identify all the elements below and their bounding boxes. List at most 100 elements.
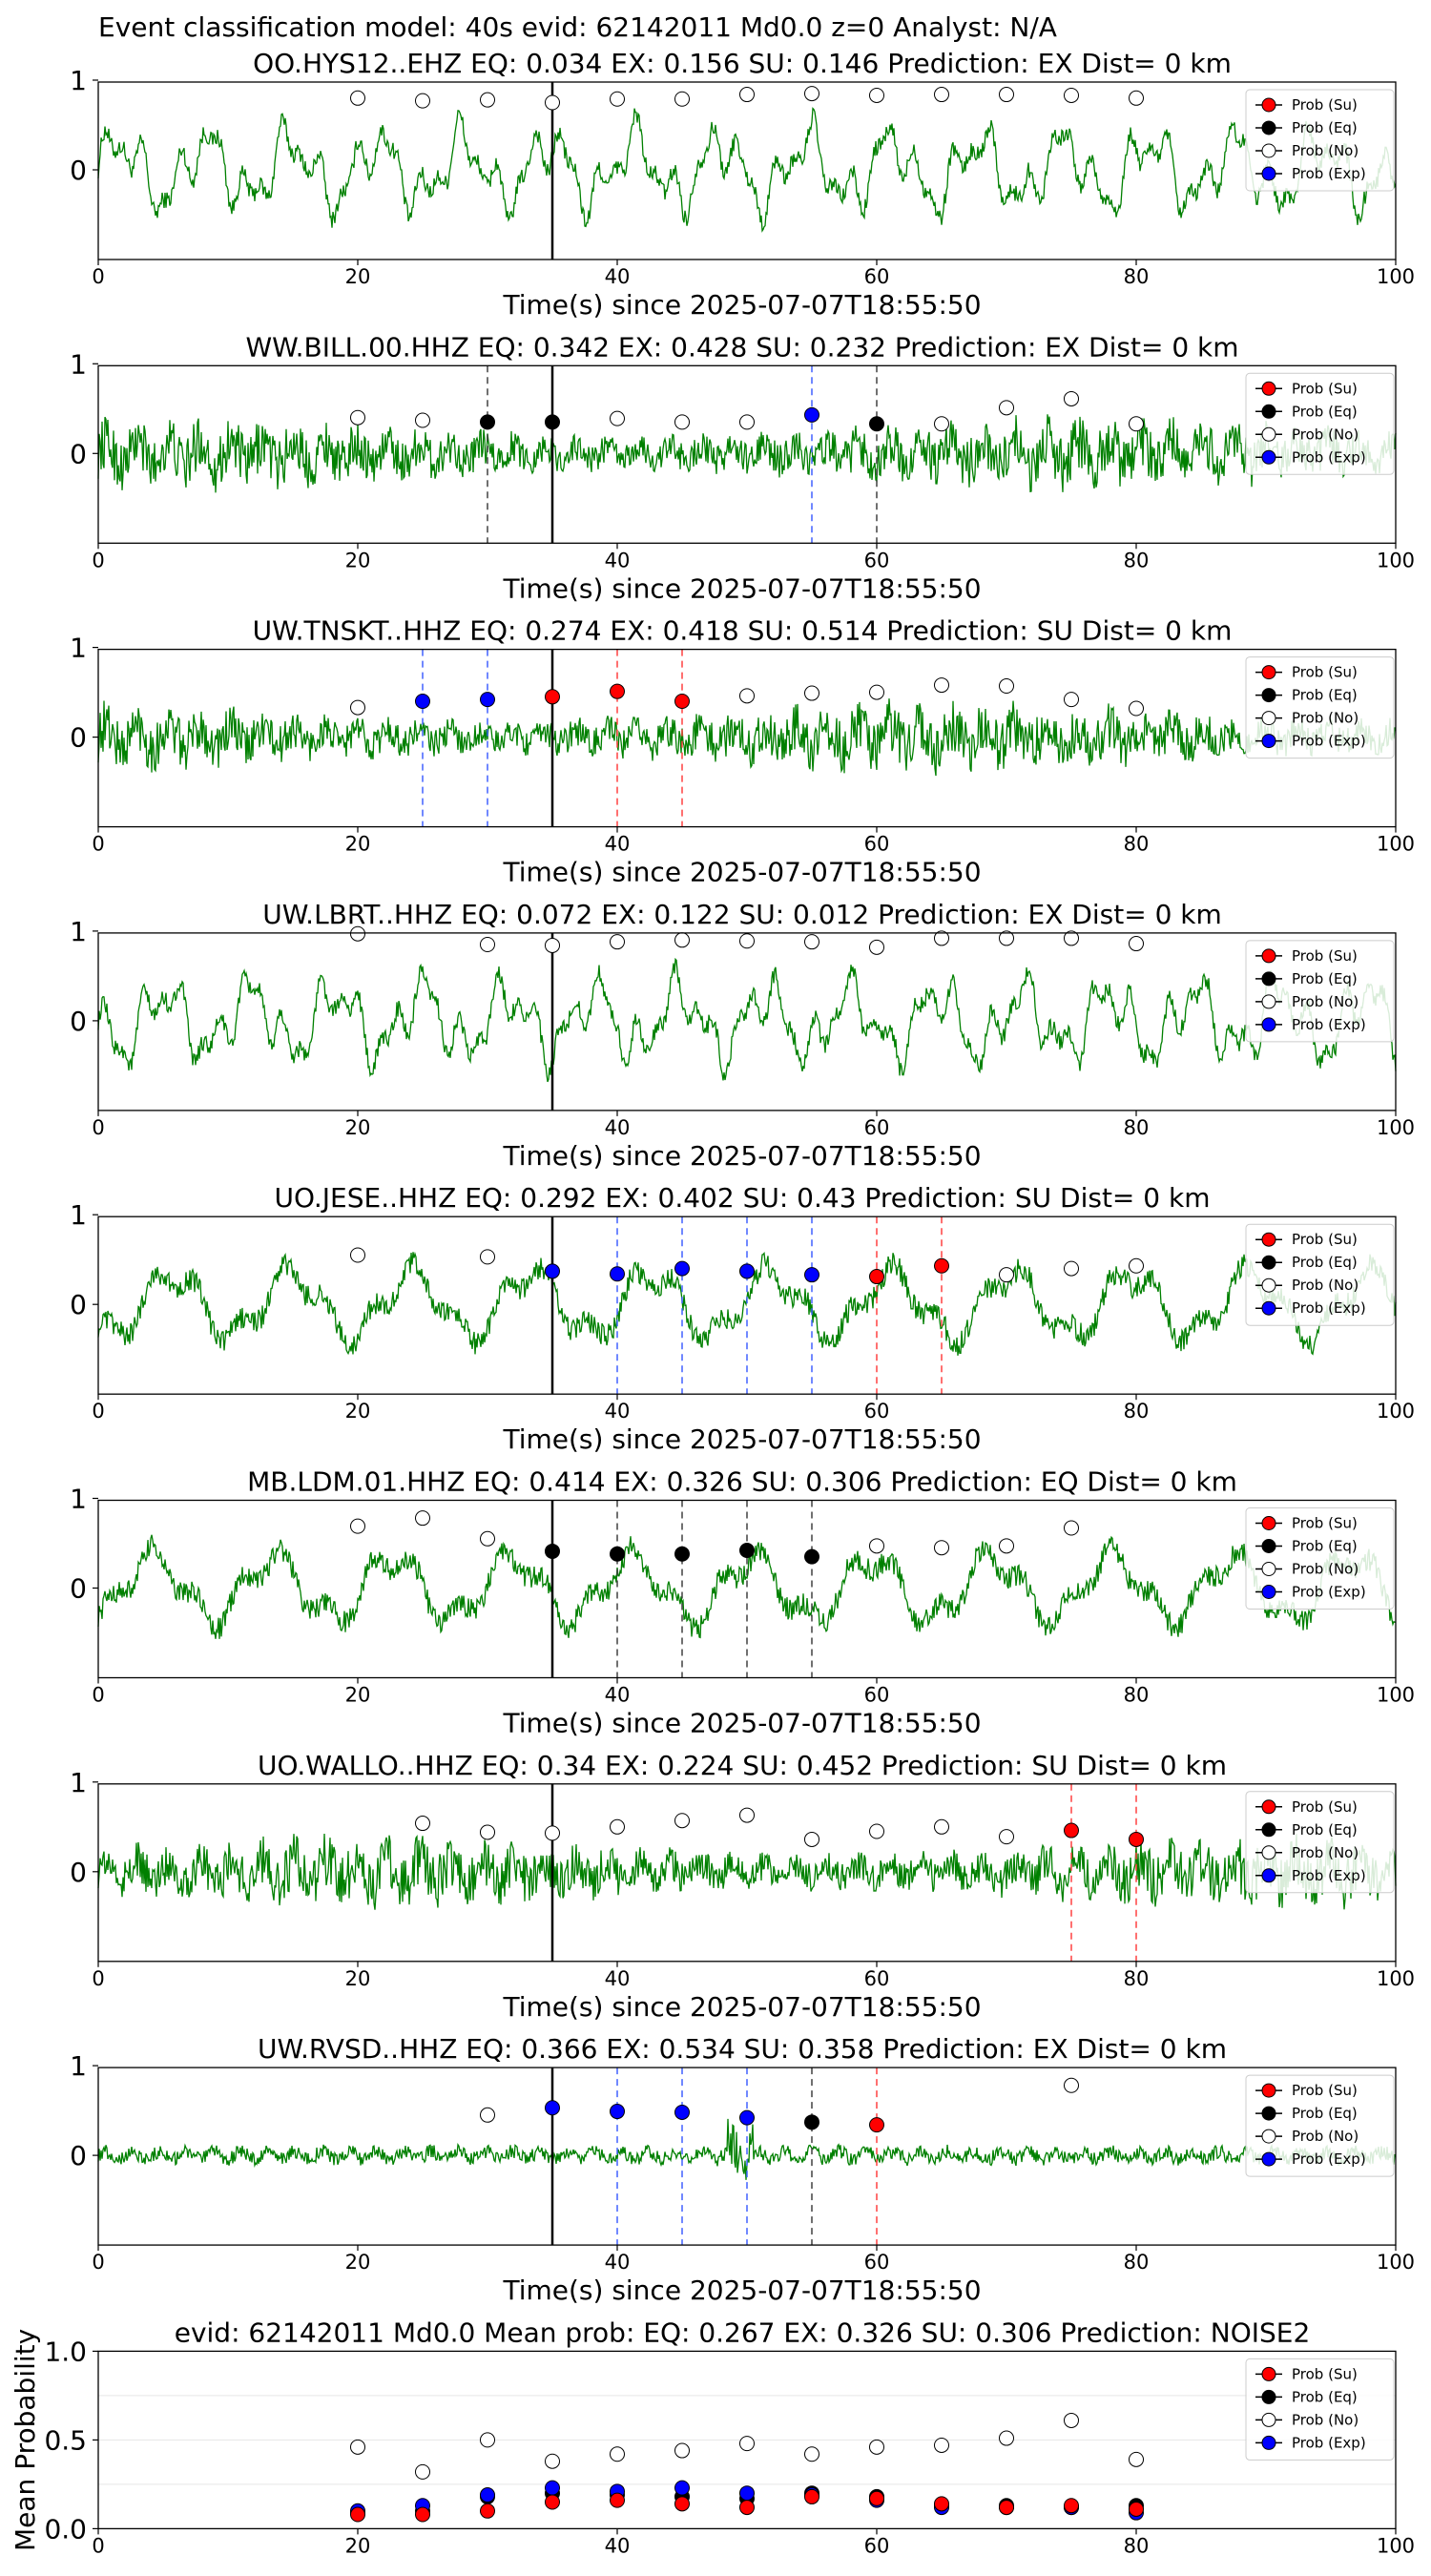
y-tick-label: 0.5 <box>44 2424 87 2456</box>
prob-point-no <box>1064 930 1079 946</box>
prob-point-no <box>480 937 495 952</box>
prob-point-eq <box>610 1546 625 1562</box>
legend-label: Prob (Su) <box>1292 2082 1358 2099</box>
prob-point-no <box>934 930 949 946</box>
x-tick-label: 40 <box>605 2534 631 2557</box>
mean-point-no <box>610 2446 625 2462</box>
legend-marker <box>1261 449 1276 465</box>
legend-marker <box>1261 2435 1276 2450</box>
mean-point-no <box>1129 2451 1144 2467</box>
legend-marker <box>1261 665 1276 680</box>
x-tick-label: 60 <box>864 2251 890 2274</box>
prob-point-no <box>999 1267 1014 1283</box>
prob-point-no <box>999 87 1014 103</box>
prob-point-no <box>674 91 690 107</box>
x-tick-label: 0 <box>92 1400 104 1423</box>
waveform-trace <box>97 698 1397 777</box>
prob-point-no <box>350 409 365 426</box>
panel-title: evid: 62142011 Md0.0 Mean prob: EQ: 0.26… <box>175 2316 1311 2348</box>
legend-marker <box>1261 426 1276 442</box>
prob-point-eq <box>545 414 560 430</box>
legend-label: Prob (Eq) <box>1292 687 1358 704</box>
prob-point-no <box>804 1831 819 1847</box>
x-axis-label: Time(s) since 2025-07-07T18:55:50 <box>502 1708 981 1739</box>
axes-frame <box>97 2067 1397 2246</box>
legend-label: Prob (No) <box>1292 710 1358 727</box>
prob-point-no <box>610 1818 625 1835</box>
panel-4: UW.LBRT..HHZ EQ: 0.072 EX: 0.122 SU: 0.0… <box>70 899 1415 1172</box>
panel-1: OO.HYS12..EHZ EQ: 0.034 EX: 0.156 SU: 0.… <box>70 48 1415 321</box>
prob-point-no <box>869 1823 884 1839</box>
x-tick-label: 100 <box>1377 1116 1415 1139</box>
x-axis-label: Time(s) since 2025-07-07T18:55:50 <box>502 857 981 888</box>
y-tick-label: 0 <box>70 438 87 469</box>
x-tick-label: 60 <box>864 1967 890 1990</box>
prob-point-no <box>1064 692 1079 708</box>
prob-point-no <box>1064 2077 1079 2093</box>
legend-marker <box>1261 166 1276 181</box>
legend-box <box>1245 2074 1395 2177</box>
prob-point-exp <box>739 1263 755 1279</box>
panels-container: OO.HYS12..EHZ EQ: 0.034 EX: 0.156 SU: 0.… <box>10 48 1415 2557</box>
legend-marker <box>1261 1845 1276 1860</box>
legend-box <box>1245 2358 1395 2461</box>
prob-point-no <box>545 1825 560 1841</box>
legend-label: Prob (Eq) <box>1292 2105 1358 2122</box>
prob-point-no <box>674 414 690 430</box>
legend-marker <box>1261 2366 1276 2381</box>
x-tick-label: 100 <box>1377 549 1415 571</box>
x-axis-label: Time(s) since 2025-07-07T18:55:50 <box>502 2275 981 2306</box>
prob-point-exp <box>804 1267 819 1283</box>
legend-box <box>1245 1507 1395 1610</box>
prob-point-no <box>415 93 430 109</box>
prob-point-no <box>739 933 755 949</box>
legend-label: Prob (Su) <box>1292 947 1358 965</box>
x-tick-label: 60 <box>864 2534 890 2557</box>
y-tick-label: 0 <box>70 2140 87 2171</box>
prob-point-exp <box>804 406 819 423</box>
prob-point-no <box>739 1807 755 1823</box>
x-tick-label: 40 <box>605 1684 631 1707</box>
legend-label: Prob (Exp) <box>1292 1016 1366 1033</box>
legend-label: Prob (Exp) <box>1292 165 1366 182</box>
prob-point-eq <box>674 1546 690 1562</box>
prob-point-exp <box>739 2109 755 2126</box>
y-tick-label: 1 <box>70 65 87 96</box>
x-tick-label: 80 <box>1124 833 1150 856</box>
prob-point-no <box>415 412 430 428</box>
prob-point-no <box>480 1824 495 1840</box>
prob-point-no <box>934 87 949 103</box>
legend-box <box>1245 1791 1395 1894</box>
panel-8: UW.RVSD..HHZ EQ: 0.366 EX: 0.534 SU: 0.3… <box>70 2033 1415 2306</box>
x-tick-label: 0 <box>92 549 104 571</box>
y-tick-label: 1 <box>70 1484 87 1515</box>
legend-label: Prob (Su) <box>1292 380 1358 397</box>
legend-label: Prob (Eq) <box>1292 970 1358 987</box>
prob-point-no <box>415 1510 430 1527</box>
mean-point-su <box>674 2496 690 2512</box>
mean-point-su <box>804 2488 819 2504</box>
prob-point-exp <box>545 2100 560 2116</box>
legend-label: Prob (Su) <box>1292 664 1358 681</box>
x-tick-label: 80 <box>1124 1967 1150 1990</box>
prob-point-exp <box>674 2104 690 2120</box>
legend-label: Prob (No) <box>1292 993 1358 1010</box>
x-axis-label: Time(s) since 2025-07-07T18:55:50 <box>502 1140 981 1172</box>
legend-box <box>1245 1223 1395 1326</box>
y-tick-label: 1 <box>70 633 87 664</box>
panel-title: UW.RVSD..HHZ EQ: 0.366 EX: 0.534 SU: 0.3… <box>258 2033 1227 2065</box>
axes-frame <box>97 648 1397 828</box>
prob-point-no <box>869 939 884 955</box>
mean-point-exp <box>674 2480 690 2496</box>
y-tick-label: 1 <box>70 1767 87 1798</box>
mean-point-no <box>350 2439 365 2455</box>
mean-point-no <box>1064 2412 1079 2428</box>
x-tick-label: 40 <box>605 1967 631 1990</box>
mean-point-exp <box>480 2487 495 2503</box>
x-tick-label: 80 <box>1124 2534 1150 2557</box>
axes-frame <box>97 1499 1397 1679</box>
x-tick-label: 80 <box>1124 265 1150 288</box>
legend-marker <box>1261 1300 1276 1316</box>
x-tick-label: 100 <box>1377 265 1415 288</box>
x-tick-label: 100 <box>1377 2251 1415 2274</box>
